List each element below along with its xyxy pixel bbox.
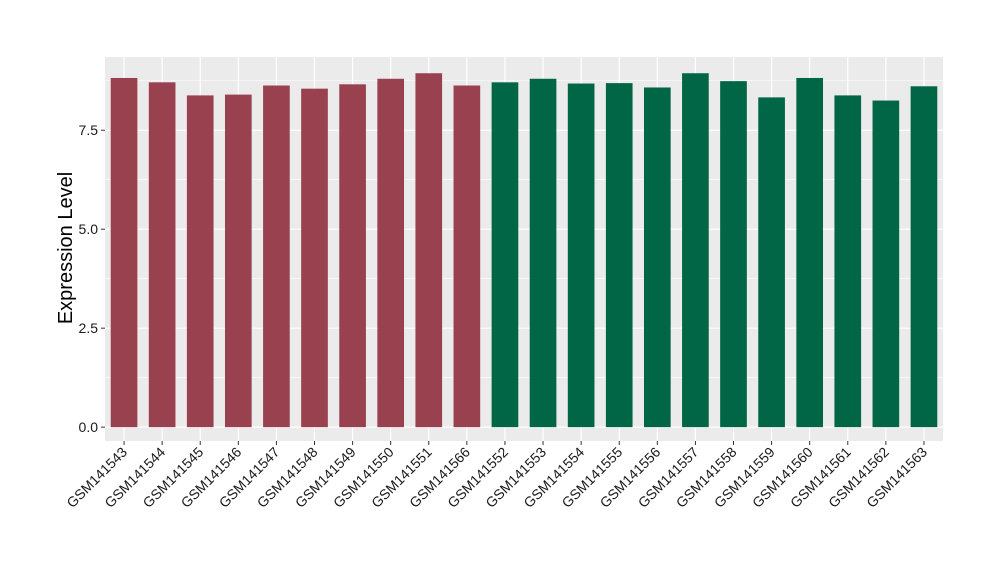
bar-gsm141558 (720, 81, 747, 428)
bar-gsm141543 (110, 77, 138, 428)
x-axis: GSM141543GSM141544GSM141545GSM141546GSM1… (63, 441, 930, 511)
y-tick-label: 0.0 (79, 419, 99, 435)
bar-gsm141559 (758, 97, 785, 428)
bar-gsm141561 (834, 95, 862, 428)
bar-gsm141551 (415, 73, 443, 428)
bar-gsm141544 (148, 82, 176, 428)
bar-gsm141549 (339, 84, 366, 428)
bar-gsm141553 (529, 78, 557, 428)
bar-gsm141560 (796, 77, 824, 428)
bar-gsm141546 (224, 94, 252, 428)
bar-gsm141562 (872, 100, 900, 428)
y-tick-label: 7.5 (79, 122, 99, 138)
y-axis: 0.0 2.5 5.0 7.5 (79, 122, 105, 435)
bar-gsm141563 (910, 86, 938, 428)
bar-gsm141550 (377, 78, 405, 428)
bar-gsm141545 (186, 95, 214, 428)
bar-gsm141547 (263, 85, 290, 428)
bar-gsm141552 (491, 82, 519, 428)
bars-group (110, 73, 938, 428)
bar-gsm141566 (453, 85, 481, 428)
bar-gsm141548 (301, 88, 328, 428)
bar-gsm141555 (605, 83, 633, 428)
y-tick-label: 5.0 (79, 221, 99, 237)
y-tick-label: 2.5 (79, 320, 99, 336)
bar-gsm141557 (682, 73, 709, 428)
bar-gsm141556 (643, 87, 671, 428)
y-axis-title: Expression Level (55, 172, 77, 324)
bar-gsm141554 (567, 83, 595, 428)
